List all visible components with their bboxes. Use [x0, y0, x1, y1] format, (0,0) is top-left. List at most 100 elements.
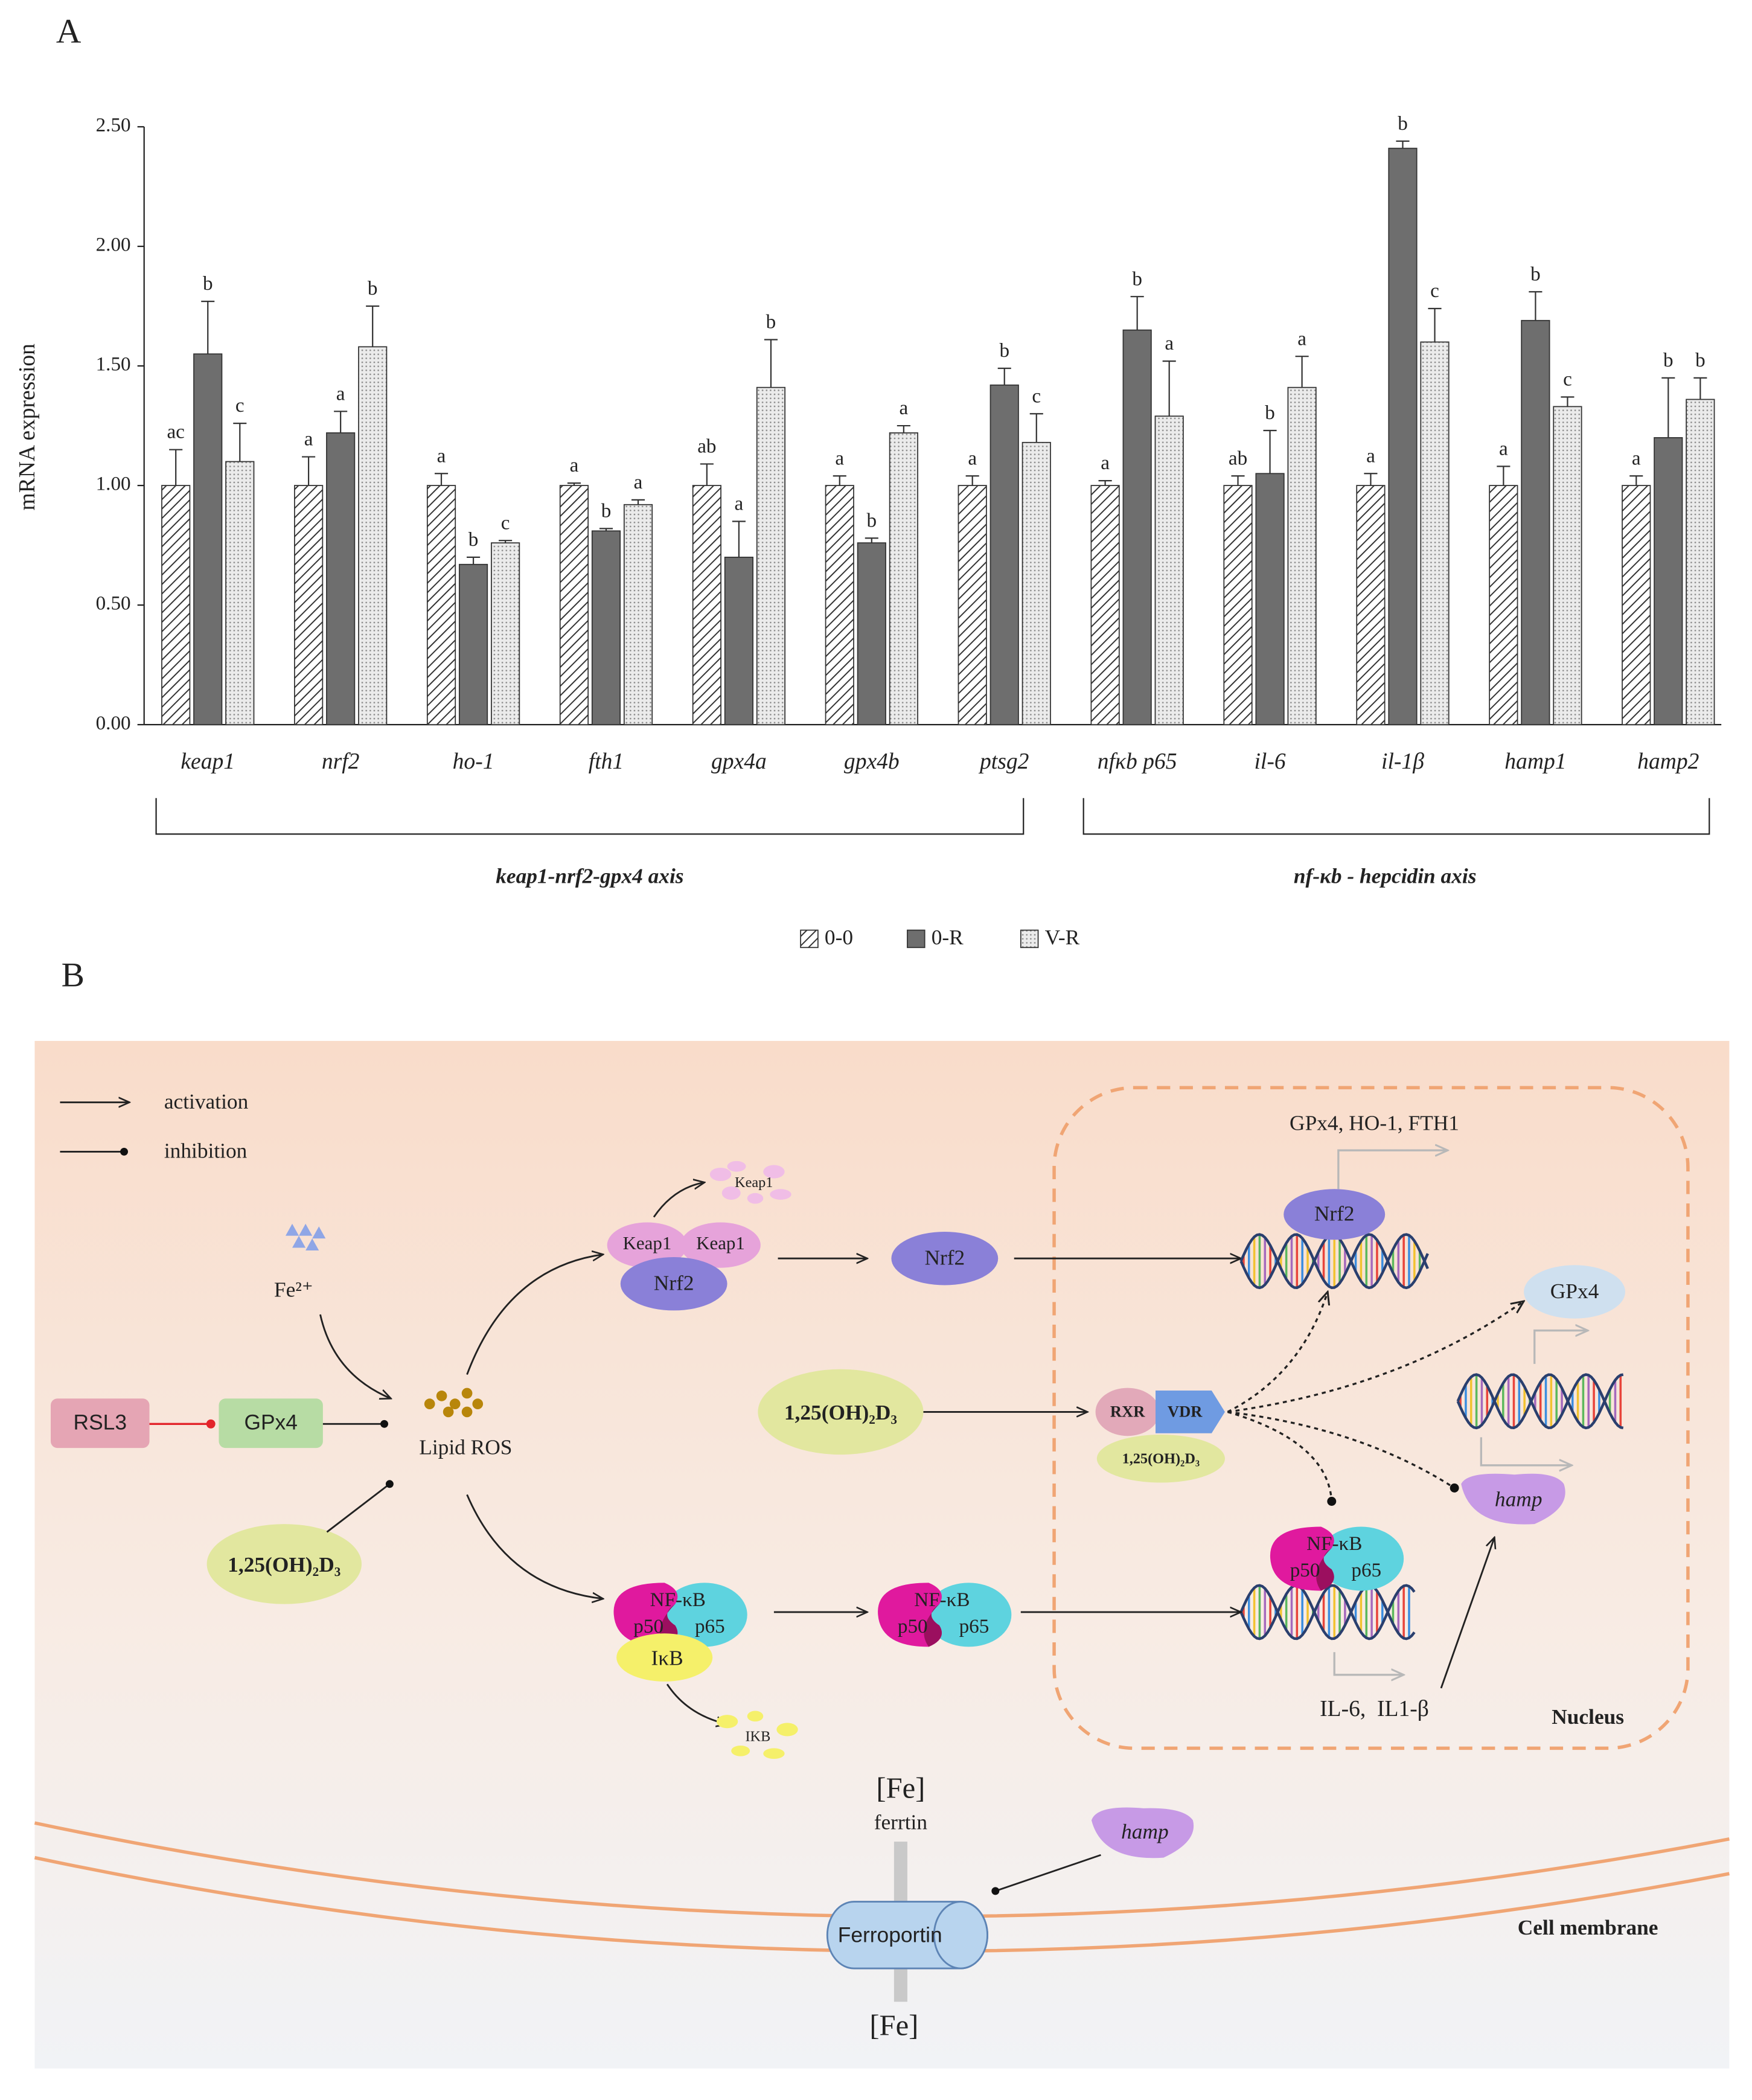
significance-label: ab: [697, 435, 716, 458]
error-bar: [1231, 475, 1245, 486]
group-label: keap1-nrf2-gpx4 axis: [496, 863, 683, 888]
bar: [756, 386, 786, 726]
significance-label: b: [203, 272, 213, 295]
inhibition-line: [326, 1480, 394, 1533]
error-bar: [1661, 377, 1675, 438]
legend-swatch: [1020, 929, 1039, 949]
y-tick-label: 0.00: [96, 712, 131, 734]
rsl3-box: [50, 1398, 150, 1449]
bar: [1654, 437, 1683, 726]
gpx4-box: [219, 1398, 323, 1449]
dna-strand: [1456, 1373, 1624, 1430]
significance-label: a: [1165, 332, 1174, 354]
error-bar: [865, 537, 878, 543]
y-tick-label: 2.00: [96, 234, 131, 256]
target-genes-label: GPx4, HO-1, FTH1: [1290, 1110, 1459, 1135]
vdr: [1156, 1391, 1225, 1433]
error-bar: [897, 424, 910, 433]
ferroportin-part: [933, 1901, 988, 1970]
significance-label: b: [468, 528, 479, 551]
legend-label: 0-R: [932, 925, 964, 949]
significance-label: a: [900, 397, 909, 419]
lipid-ros-icon-part: [449, 1398, 461, 1409]
hamp: [1461, 1473, 1565, 1525]
error-bar: [1561, 396, 1575, 407]
error-bar: [833, 475, 846, 486]
keap1-fragments: [709, 1160, 791, 1204]
error-bar: [499, 540, 513, 543]
error-bar: [631, 499, 645, 505]
ikb-fragments-part: [716, 1715, 738, 1729]
error-bar: [764, 339, 778, 388]
significance-label: b: [601, 499, 612, 522]
x-tick-label: il-1β: [1381, 749, 1424, 774]
significance-label: ab: [1229, 447, 1247, 469]
vitamin-d: [758, 1369, 924, 1455]
p65: [926, 1583, 1012, 1647]
y-tick-label: 1.00: [96, 473, 131, 495]
p50-label: p50: [1290, 1559, 1320, 1581]
y-tick-label: 0.50: [96, 592, 131, 615]
group-bracket: [155, 798, 1025, 835]
significance-label: a: [437, 444, 446, 467]
keap1-label: Keap1: [696, 1232, 745, 1253]
x-tick-label: hamp1: [1504, 749, 1566, 774]
legend-swatch: [800, 929, 819, 949]
bar: [161, 485, 191, 726]
x-tick-label: ptsg2: [978, 749, 1029, 774]
significance-label: a: [1632, 447, 1641, 469]
ikb-fragments-part: [776, 1723, 798, 1737]
dna-strand: [1239, 1584, 1416, 1641]
vdr-label: VDR: [1168, 1403, 1203, 1421]
bar: [1622, 485, 1651, 726]
legend: [60, 1103, 129, 1156]
significance-label: c: [1563, 368, 1572, 391]
p50-label: p50: [898, 1615, 928, 1637]
dna-strand: [1239, 1584, 1416, 1641]
nucleus-boundary: [1052, 1086, 1690, 1750]
x-tick-label: nrf2: [322, 749, 360, 774]
rsl3-label: RSL3: [74, 1411, 127, 1435]
ikb: [616, 1633, 713, 1682]
nrf2: [1284, 1189, 1386, 1240]
bar: [623, 504, 653, 726]
bar: [825, 485, 854, 726]
bar: [958, 485, 987, 726]
nrf2-label: Nrf2: [1314, 1202, 1355, 1226]
keap1-nrf2-complex: [607, 1222, 761, 1311]
y-tick-label: 2.50: [96, 114, 131, 136]
panel-label: B: [62, 956, 85, 994]
keap1-nrf2-complex-part: [680, 1222, 761, 1268]
bar: [1356, 485, 1386, 726]
nrf2-label: Nrf2: [654, 1271, 694, 1295]
bar: [989, 384, 1019, 726]
arrow: [466, 1255, 603, 1375]
keap1-fragments-part: [770, 1189, 791, 1200]
error-bar: [1428, 307, 1442, 342]
iron-icon-part: [312, 1226, 326, 1239]
arrow: [466, 1494, 603, 1598]
error-bar: [334, 411, 348, 433]
keap1-label: Keap1: [623, 1232, 672, 1253]
error-bar: [366, 305, 380, 347]
nfkb-label: NF-κB: [914, 1589, 970, 1611]
significance-label: a: [634, 471, 643, 493]
regulation-arrows-part: [1227, 1292, 1328, 1413]
nrf2: [891, 1232, 999, 1285]
significance-label: a: [1499, 437, 1508, 459]
iron-icon-part: [305, 1238, 319, 1250]
error-bar: [1295, 356, 1309, 388]
bar: [326, 432, 356, 726]
bar: [1420, 341, 1450, 726]
error-bar: [467, 556, 481, 565]
keap1-fragments-part: [709, 1167, 732, 1182]
error-bar: [1364, 473, 1378, 486]
error-bar: [302, 456, 316, 486]
vitamin-d: [206, 1524, 362, 1604]
error-bar: [1693, 377, 1707, 400]
bar: [889, 432, 918, 726]
bar: [225, 461, 255, 726]
x-tick-label: fth1: [589, 749, 624, 774]
